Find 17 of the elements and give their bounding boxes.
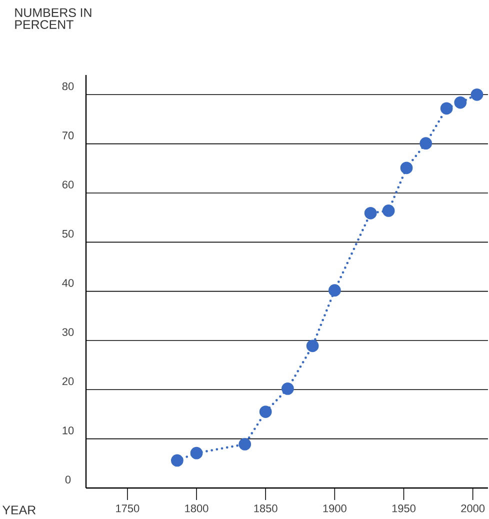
x-tick-label: 1900 [323, 504, 347, 512]
y-tick-label: 70 [62, 132, 74, 140]
x-tick-label: 1750 [116, 504, 140, 512]
y-tick-label: 20 [62, 377, 74, 386]
x-tick-label: 1800 [185, 504, 208, 512]
y-tick-label: 30 [62, 328, 74, 336]
y-tick-label: 40 [62, 279, 74, 287]
x-tick-label: 1950 [392, 504, 416, 512]
y-tick-label: 60 [62, 180, 74, 188]
y-tick-label: 80 [62, 82, 74, 90]
x-axis-title: YEAR [2, 506, 36, 514]
x-tick-label: 1850 [254, 504, 278, 512]
y-tick-label: 0 [66, 476, 71, 484]
x-tick-label: 2000 [461, 504, 485, 512]
y-tick-label: 10 [62, 426, 74, 434]
y-tick-label: 50 [62, 230, 74, 238]
y-axis-title: NUMBERS IN PERCENT [15, 8, 92, 29]
